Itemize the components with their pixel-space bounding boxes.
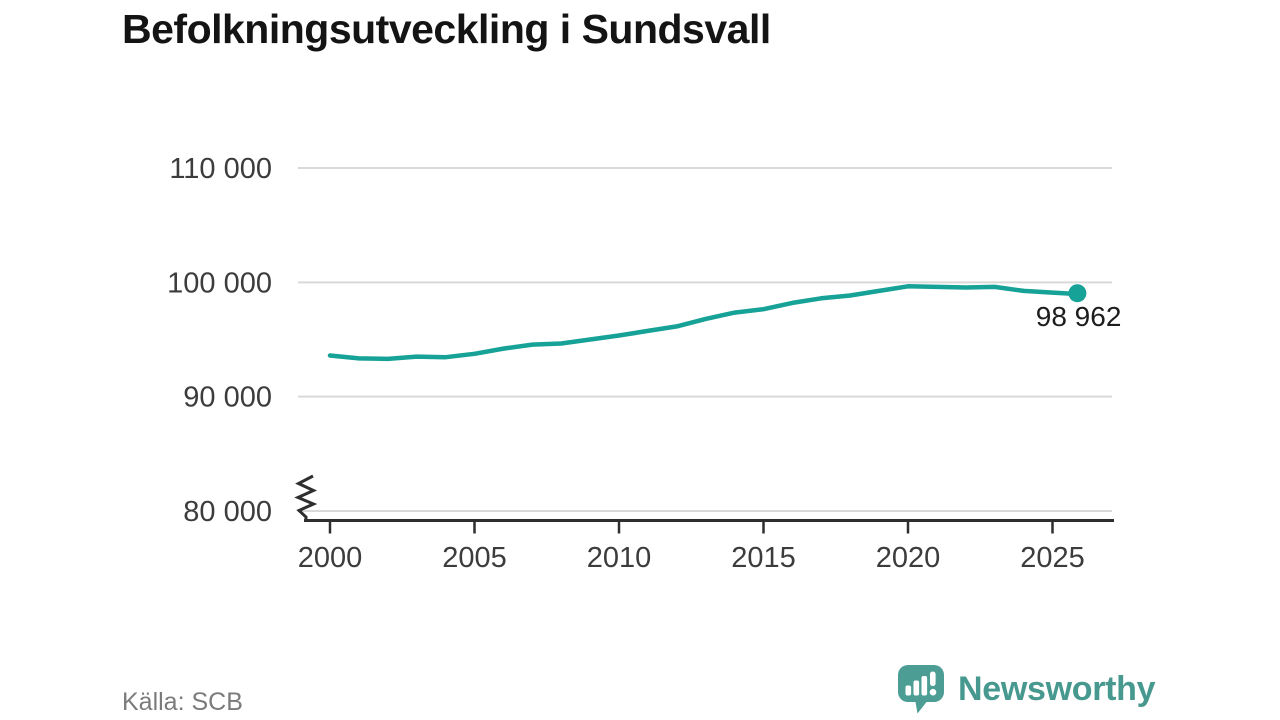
chart-title: Befolkningsutveckling i Sundsvall xyxy=(122,6,771,52)
plot-area: 80 000 90 000 100 000 110 000 2000 2005 2010 20… xyxy=(167,153,1114,574)
x-axis-tick-label: 2000 xyxy=(298,542,363,574)
end-point-marker xyxy=(1068,284,1087,303)
y-axis-tick-label: 80 000 xyxy=(183,496,272,528)
y-axis-tick-label: 90 000 xyxy=(183,382,272,414)
y-axis-tick-label: 110 000 xyxy=(169,153,272,185)
x-axis-tick-label: 2015 xyxy=(731,542,796,574)
x-axis-tick-label: 2020 xyxy=(876,542,941,574)
y-axis-tick-label: 100 000 xyxy=(167,267,272,299)
newsworthy-wordmark: Newsworthy xyxy=(958,670,1156,708)
x-axis-tick-label: 2025 xyxy=(1020,542,1085,574)
source-note: Källa: SCB xyxy=(122,688,243,716)
end-value-label: 98 962 xyxy=(1036,301,1122,332)
axis-break-squiggle xyxy=(294,474,318,521)
x-axis-tick-label: 2005 xyxy=(442,542,507,574)
x-axis-tick-label: 2010 xyxy=(587,542,652,574)
newsworthy-bubble-chart-icon xyxy=(898,665,944,714)
population-line xyxy=(327,284,1084,362)
newsworthy-logo: Newsworthy xyxy=(896,664,1156,714)
